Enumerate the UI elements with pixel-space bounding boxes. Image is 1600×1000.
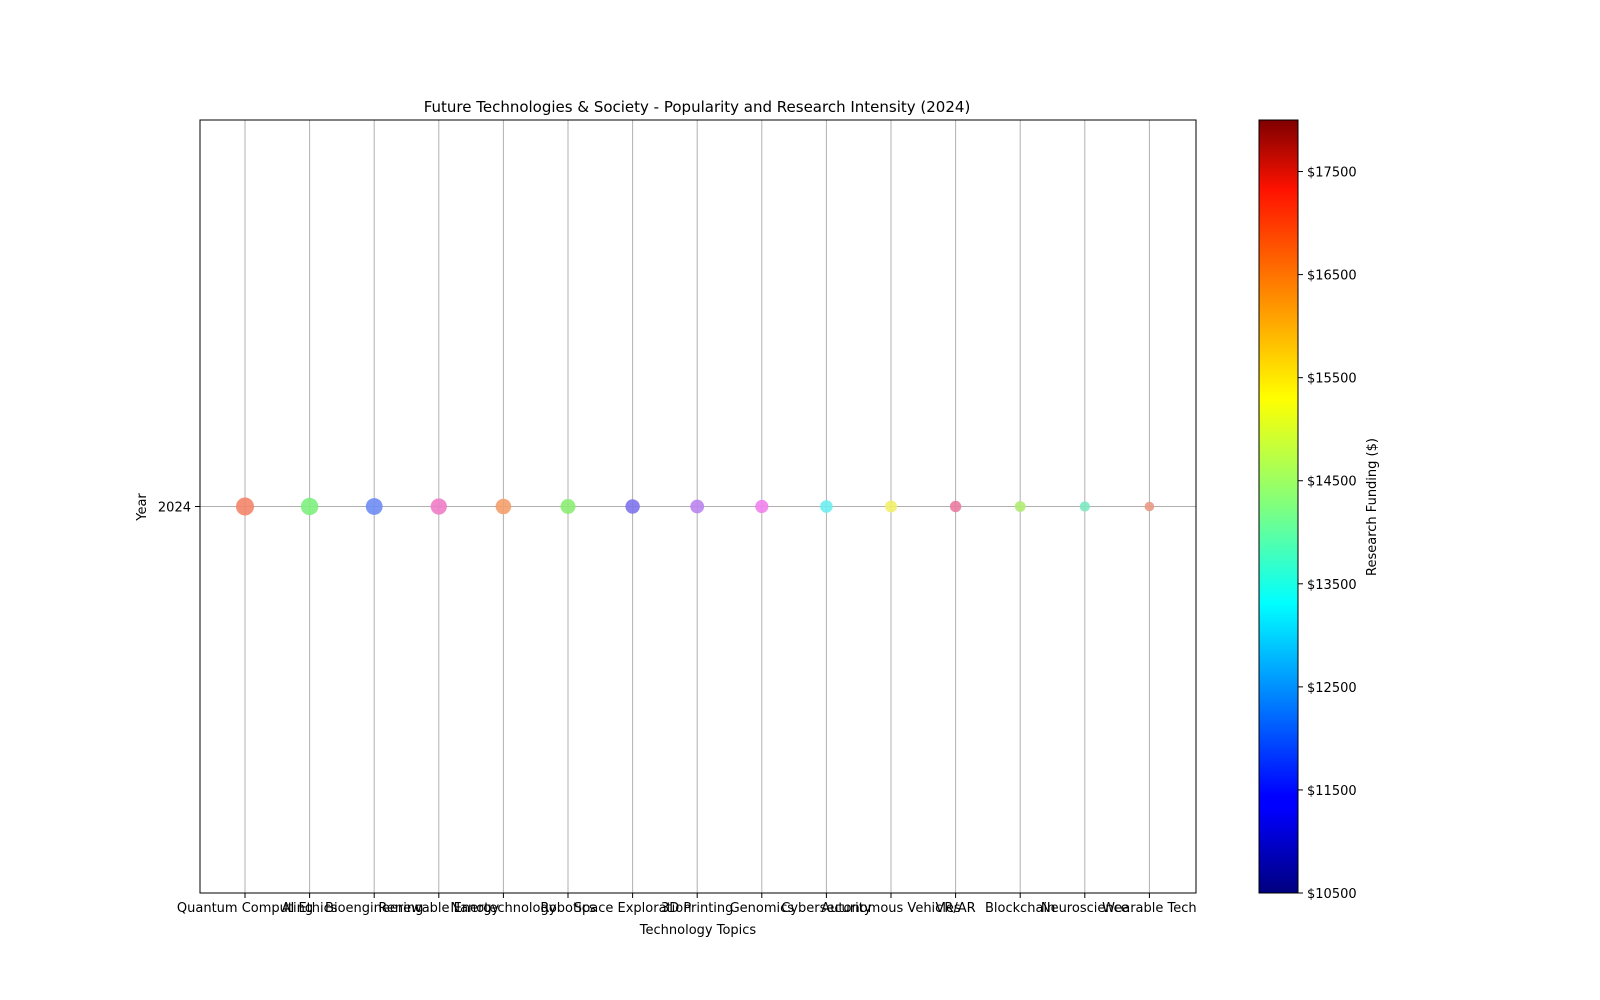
data-point	[820, 500, 833, 513]
data-point	[495, 498, 512, 515]
data-point	[1014, 501, 1026, 512]
colorbar-label: Research Funding ($)	[1365, 438, 1380, 576]
x-tick-label: Quantum Computing	[177, 901, 313, 916]
data-point	[1144, 501, 1155, 512]
colorbar-tick-label: $13500	[1307, 578, 1357, 593]
data-point	[300, 497, 319, 516]
x-tick-label: Cybersecurity	[781, 901, 872, 916]
y-axis-label: Year	[135, 493, 150, 522]
colorbar-tick-label: $11500	[1307, 784, 1357, 799]
colorbar-tick-label: $17500	[1307, 166, 1357, 181]
colorbar-tick-label: $14500	[1307, 475, 1357, 490]
data-point	[690, 499, 705, 514]
colorbar	[1258, 119, 1299, 894]
y-tick-label: 2024	[158, 501, 191, 516]
colorbar-tick-label: $16500	[1307, 269, 1357, 284]
chart-title: Future Technologies & Society - Populari…	[424, 98, 971, 116]
data-points	[236, 497, 1155, 516]
data-point	[949, 500, 962, 513]
data-point	[1079, 501, 1090, 512]
colorbar-tick-label: $15500	[1307, 372, 1357, 387]
y-axis-ticks: 2024	[158, 501, 200, 516]
x-tick-label: Space Exploration	[574, 901, 692, 916]
colorbar-ticks: $10500 $11500 $12500 $13500 $14500 $15500 $165…	[1298, 166, 1357, 902]
data-point	[560, 499, 576, 514]
data-point	[755, 499, 769, 514]
x-axis-label: Technology Topics	[639, 923, 757, 938]
data-point	[885, 500, 897, 513]
x-tick-label: Blockchain	[985, 901, 1055, 916]
x-tick-label: AI Ethics	[282, 901, 338, 916]
x-tick-label: Wearable Tech	[1102, 901, 1196, 916]
x-tick-label: Bioengineering	[325, 901, 423, 916]
colorbar-tick-label: $10500	[1307, 887, 1357, 902]
x-tick-label: 3D Printing	[661, 901, 733, 916]
data-point	[365, 498, 383, 515]
x-tick-label: VR/AR	[935, 901, 975, 916]
x-tick-label: Genomics	[730, 901, 795, 916]
x-tick-label: Robotics	[540, 901, 595, 916]
x-tick-label: Renewable Energy	[378, 901, 499, 916]
x-tick-label: Neuroscience	[1041, 901, 1129, 916]
x-tick-label: Nanotechnology	[450, 901, 556, 916]
x-tick-label: Autonomous Vehicles	[821, 901, 961, 916]
data-point	[430, 498, 447, 515]
colorbar-tick-label: $12500	[1307, 681, 1357, 696]
data-point	[625, 499, 640, 514]
data-point	[236, 497, 254, 516]
